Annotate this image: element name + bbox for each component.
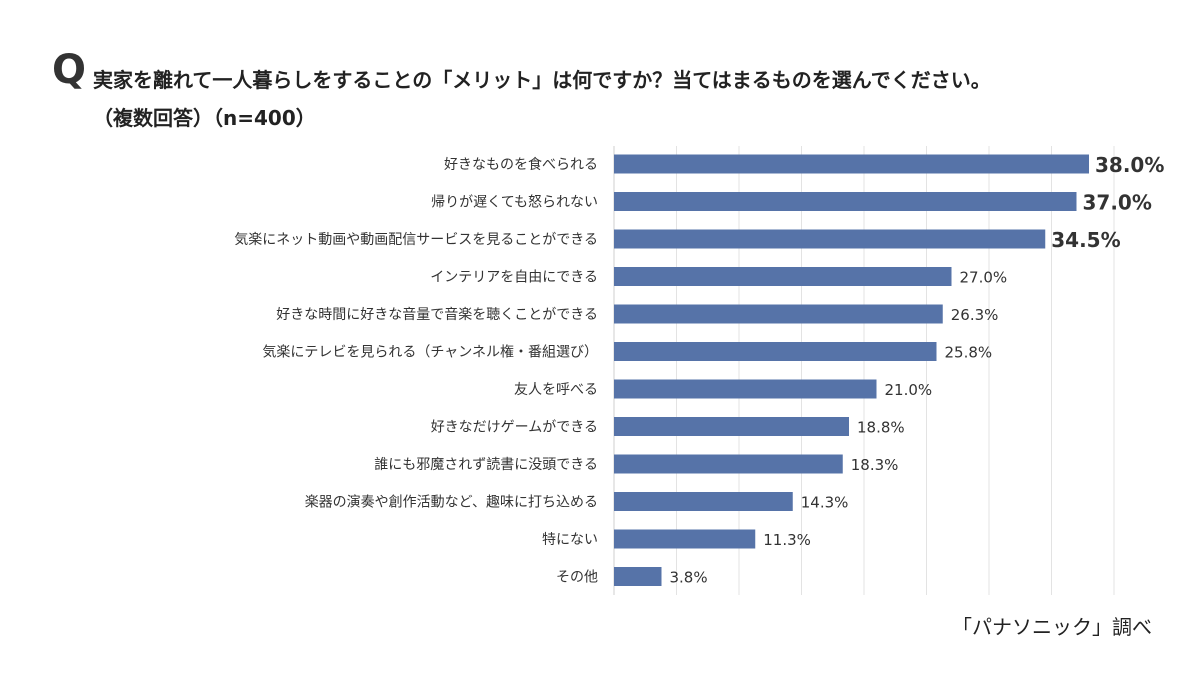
q-mark: Q [52,47,87,93]
bar [614,267,952,286]
source-note: 「パナソニック」調べ [952,615,1152,639]
data-label: 38.0% [1095,153,1164,177]
category-label: 帰りが遅くても怒られない [431,194,598,211]
bar [614,229,1046,249]
category-label: 気楽にテレビを見られる（チャンネル権・番組選び） [262,344,598,361]
category-label: インテリアを自由にできる [430,270,598,286]
bar [614,492,793,511]
data-label: 37.0% [1083,191,1152,215]
data-label: 25.8% [945,344,993,362]
category-label: 気楽にネット動画や動画配信サービスを見ることができる [234,232,598,248]
category-label: 楽器の演奏や創作活動など、趣味に打ち込める [305,494,598,511]
data-label: 3.8% [670,569,708,587]
chart-subtitle: （複数回答）（n=400） [93,106,316,130]
category-label: 好きな時間に好きな音量で音楽を聴くことができる [276,306,598,323]
bar [614,154,1089,174]
chart-title: 実家を離れて一人暮らしをすることの「メリット」は何ですか？当てはまるものを選んで… [93,68,991,92]
data-label: 21.0% [885,381,933,399]
data-label: 27.0% [960,269,1008,287]
data-label: 34.5% [1051,228,1120,252]
bar [614,529,756,549]
data-label: 11.3% [763,531,811,549]
bar [614,192,1077,211]
category-label: 誰にも邪魔されず読書に没頭できる [374,456,598,473]
bar [614,454,843,474]
category-label: その他 [556,570,598,586]
data-label: 18.8% [857,419,905,437]
bar [614,567,662,586]
category-label: 友人を呼べる [514,382,598,398]
bar [614,342,937,361]
category-label: 特にない [542,532,598,548]
data-label: 26.3% [951,306,999,324]
category-label: 好きなだけゲームができる [431,420,598,436]
data-label: 14.3% [801,494,849,512]
data-label: 18.3% [851,456,899,474]
bar [614,304,943,324]
bar [614,379,877,399]
bar [614,417,849,436]
category-label: 好きなものを食べられる [444,156,598,173]
